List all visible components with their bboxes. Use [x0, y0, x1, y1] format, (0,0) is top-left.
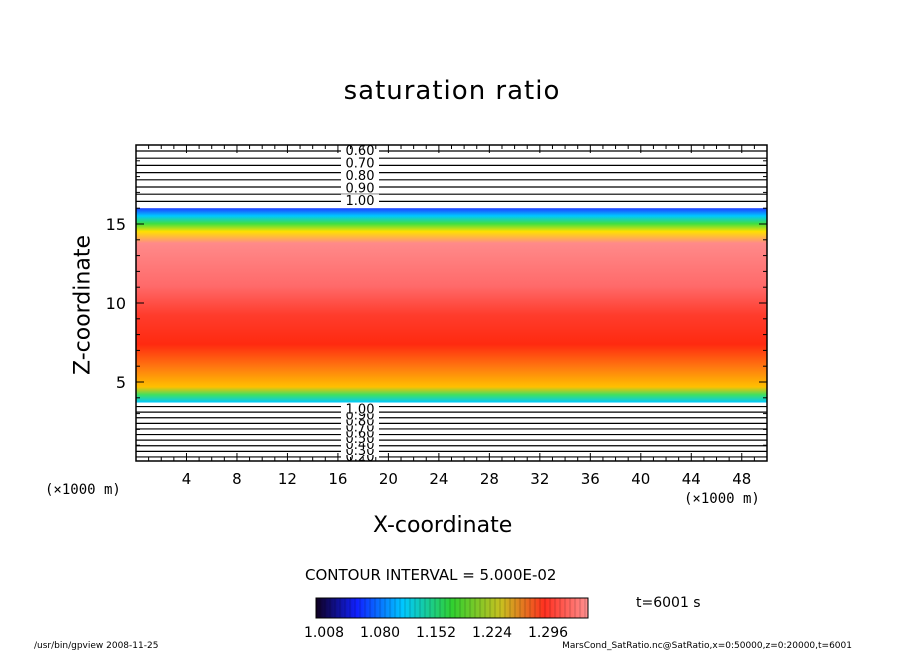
contour-label-bg	[341, 450, 379, 461]
contour-label-bg	[341, 444, 379, 456]
x-tick-label: 4	[182, 470, 192, 488]
chart-title: saturation ratio	[343, 76, 561, 106]
y-unit-label: (×1000 m)	[45, 482, 121, 498]
colorbar-fill	[315, 597, 589, 619]
footer-left: /usr/bin/gpview 2008-11-25	[34, 641, 159, 651]
contour-label: 0.80	[346, 169, 375, 184]
contour-label-bg	[341, 426, 379, 438]
contour-label-bg	[341, 169, 379, 182]
colorbar-label: 1.008	[304, 625, 344, 641]
plot-area: 0.600.700.800.901.000.200.300.400.500.60…	[136, 144, 767, 465]
filled-contour-band	[136, 208, 767, 403]
contour-label: 0.60	[346, 144, 375, 159]
x-axis-label: X-coordinate	[373, 513, 513, 538]
contour-label-bg	[341, 420, 379, 432]
contour-label: 1.00	[346, 403, 375, 418]
x-unit-label: (×1000 m)	[684, 491, 760, 507]
x-tick-label: 28	[480, 470, 499, 488]
y-tick-label: 10	[106, 294, 126, 313]
contour-label-bg	[341, 156, 379, 169]
time-label: t=6001 s	[636, 595, 701, 611]
colorbar-label: 1.296	[528, 625, 568, 641]
contour-interval-label: CONTOUR INTERVAL = 5.000E-02	[305, 566, 557, 584]
x-tick-label: 12	[278, 470, 297, 488]
x-tick-label: 48	[732, 470, 751, 488]
colorbar: 1.008 1.080 1.152 1.224 1.296	[304, 597, 589, 641]
y-tick-label: 15	[106, 215, 126, 234]
contour-label-bg	[341, 402, 379, 414]
x-tick-label: 40	[631, 470, 650, 488]
x-tick-label: 20	[379, 470, 398, 488]
colorbar-label: 1.224	[472, 625, 512, 641]
contour-label-bg	[341, 432, 379, 444]
x-tick-label: 8	[232, 470, 242, 488]
x-tick-label: 44	[682, 470, 701, 488]
contour-label-bg	[341, 438, 379, 450]
contour-label: 0.90	[346, 182, 375, 197]
y-tick-label: 5	[116, 373, 126, 392]
colorbar-label: 1.152	[416, 625, 456, 641]
y-axis-label: Z-coordinate	[70, 235, 96, 375]
contour-label-bg	[341, 181, 379, 194]
x-tick-label: 16	[328, 470, 347, 488]
footer-right: MarsCond_SatRatio.nc@SatRatio,x=0:50000,…	[562, 641, 852, 651]
x-tick-label: 24	[429, 470, 448, 488]
contour-label-bg	[341, 194, 379, 207]
contour-label-bg	[341, 408, 379, 420]
colorbar-label: 1.080	[360, 625, 400, 641]
contour-label-bg	[341, 414, 379, 426]
contour-label: 1.00	[346, 194, 375, 209]
x-tick-label: 36	[581, 470, 600, 488]
x-tick-label: 32	[530, 470, 549, 488]
contour-label: 0.70	[346, 157, 375, 172]
